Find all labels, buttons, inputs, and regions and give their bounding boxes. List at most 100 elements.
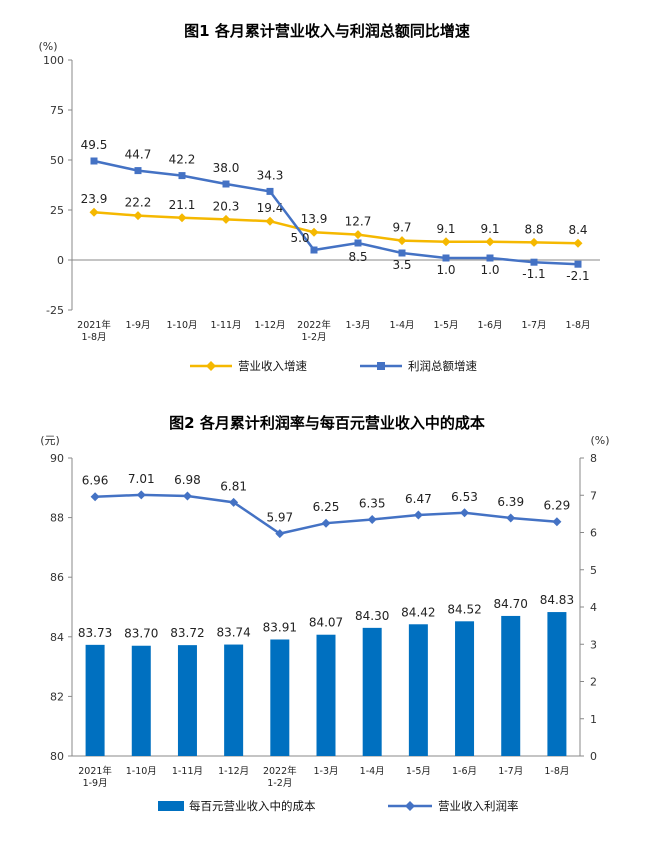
chart-1-data-label: 9.1 [436,222,455,236]
chart-1-data-label: 13.9 [301,212,328,226]
chart-2-x-tick-label: 1-8月 [544,766,569,777]
chart-1-point-profit [266,187,274,195]
chart-2-bar-label: 84.30 [355,609,389,623]
chart-1-data-label: 23.9 [81,192,108,206]
chart-1-data-label: 20.3 [213,199,240,213]
chart-1-point-profit [530,258,538,266]
chart-1-data-label: 3.5 [392,258,411,272]
chart-1-point-profit [222,180,230,188]
chart-2: 图2 各月累计利润率与每百元营业收入中的成本 (元) (%) 908886848… [40,414,609,813]
chart-2-right-tick-label: 5 [590,564,597,577]
chart-1-data-label: 1.0 [436,263,455,277]
chart-2-right-tick-label: 0 [590,750,597,763]
chart-1-point-profit [178,172,186,180]
chart-1-data-label: 42.2 [169,153,196,167]
chart-2-x-tick-label: 1-10月 [126,766,157,777]
chart-2-point [367,514,377,524]
legend-label-profit: 利润总额增速 [408,359,477,373]
chart-2-line: 6.96 7.01 6.98 6.81 5.97 6.25 6.35 6.47 6.53 6.39… [82,472,571,539]
chart-1-point-revenue [309,227,319,237]
chart-1-data-label: 38.0 [213,161,240,175]
chart-2-x-tick-label: 1-5月 [406,766,431,777]
chart-1-x-tick-label: 1-3月 [345,320,370,331]
chart-1-y-unit: (%) [38,40,57,53]
chart-1-point-profit [90,157,98,165]
chart-2-x-tick-label: 1-3月 [313,766,338,777]
chart-2-left-tick-label: 80 [50,750,64,763]
chart-1-series: 23.9 22.2 21.1 20.3 19.4 13.9 12.7 9.7 9.1 9.1 8.8… [81,138,590,283]
chart-1-point-revenue [397,236,407,246]
legend-marker-margin [405,801,415,811]
chart-1-point-revenue [221,214,231,224]
chart-2-right-tick-label: 1 [590,713,597,726]
chart-1-point-revenue [133,211,143,221]
chart-2-title: 图2 各月累计利润率与每百元营业收入中的成本 [169,414,485,432]
chart-2-point [275,529,285,539]
chart-1-point-profit [442,254,450,262]
chart-1-point-revenue [529,237,539,247]
legend-label-cost: 每百元营业收入中的成本 [189,799,316,813]
chart-1-y-tick-label: 75 [50,104,64,117]
chart-1-series-line-0 [93,210,579,245]
chart-1-legend: 营业收入增速 利润总额增速 [190,359,477,373]
chart-1-x-tick-label: 1-4月 [389,320,414,331]
chart-1-data-label: 19.4 [257,201,284,215]
chart-1-data-label: 34.3 [257,168,284,182]
chart-1-x-tick-label: 1-8月 [565,320,590,331]
chart-2-point [182,491,192,501]
chart-1-point-profit [574,260,582,268]
chart-2-y-ticks: 90 88 86 84 82 80 8 7 6 5 4 3 2 1 0 [50,452,597,763]
chart-2-bar [408,624,428,756]
chart-2-bar-label: 83.91 [263,620,297,634]
chart-1-data-label: 8.5 [348,250,367,264]
chart-2-left-tick-label: 84 [50,631,64,644]
chart-2-line-label: 5.97 [266,511,293,525]
chart-1-data-label: 22.2 [125,196,152,210]
chart-2-line-label: 6.39 [497,495,524,509]
chart-1-title: 图1 各月累计营业收入与利润总额同比增速 [184,22,470,40]
chart-2-x-tick-label: 2021年 1-9月 [78,765,112,789]
chart-2-right-unit: (%) [590,434,609,447]
chart-1-x-tick-label: 1-7月 [521,320,546,331]
chart-2-bar [270,639,290,756]
chart-1-data-label: 5.0 [290,231,309,245]
chart-2-line-label: 6.81 [220,479,247,493]
chart-1-point-profit [354,239,362,247]
chart-2-left-tick-label: 88 [50,512,64,525]
chart-1-y-ticks: 100 75 50 25 0 -25 [43,54,600,317]
chart-2-bars: 83.73 83.70 83.72 83.74 83.91 84.07 84.30 84.42… [78,593,574,756]
chart-1-y-tick-label: 25 [50,204,64,217]
chart-2-left-unit: (元) [40,434,60,447]
chart-2-line-label: 6.35 [359,496,386,510]
chart-1-point-profit [310,246,318,254]
chart-1-y-tick-label: 100 [43,54,64,67]
chart-2-bar-label: 83.73 [78,626,112,640]
chart-2-bar [547,612,567,756]
chart-2-bar-label: 84.83 [540,593,574,607]
chart-1-x-ticks: 2021年 1-8月 1-9月 1-10月 1-11月 1-12月 2022年 1-2月 1-3… [77,319,590,343]
chart-1-point-revenue [485,237,495,247]
chart-2-point [229,497,239,507]
chart-2-point [552,517,562,527]
chart-2-right-tick-label: 8 [590,452,597,465]
chart-1-series-line-1 [93,159,579,266]
chart-2-right-tick-label: 4 [590,601,597,614]
chart-1-point-revenue [89,207,99,217]
chart-1-point-revenue [265,216,275,226]
chart-2-left-tick-label: 90 [50,452,64,465]
chart-1-point-revenue [573,238,583,248]
chart-2-point [90,492,100,502]
chart-2-bar [316,634,336,756]
chart-1-x-tick-label: 1-5月 [433,320,458,331]
chart-2-legend: 每百元营业收入中的成本 营业收入利润率 [158,799,519,813]
chart-1-data-label: -2.1 [566,269,589,283]
chart-2-bar [501,615,521,756]
chart-2-line-label: 6.29 [544,499,571,513]
chart-2-bar-label: 84.70 [494,597,528,611]
chart-1-data-label: 21.1 [169,198,196,212]
chart-2-left-tick-label: 86 [50,571,64,584]
legend-marker-revenue [206,361,216,371]
chart-2-bar-label: 84.07 [309,616,343,630]
chart-1-point-profit [486,254,494,262]
chart-2-line-label: 6.25 [313,500,340,514]
